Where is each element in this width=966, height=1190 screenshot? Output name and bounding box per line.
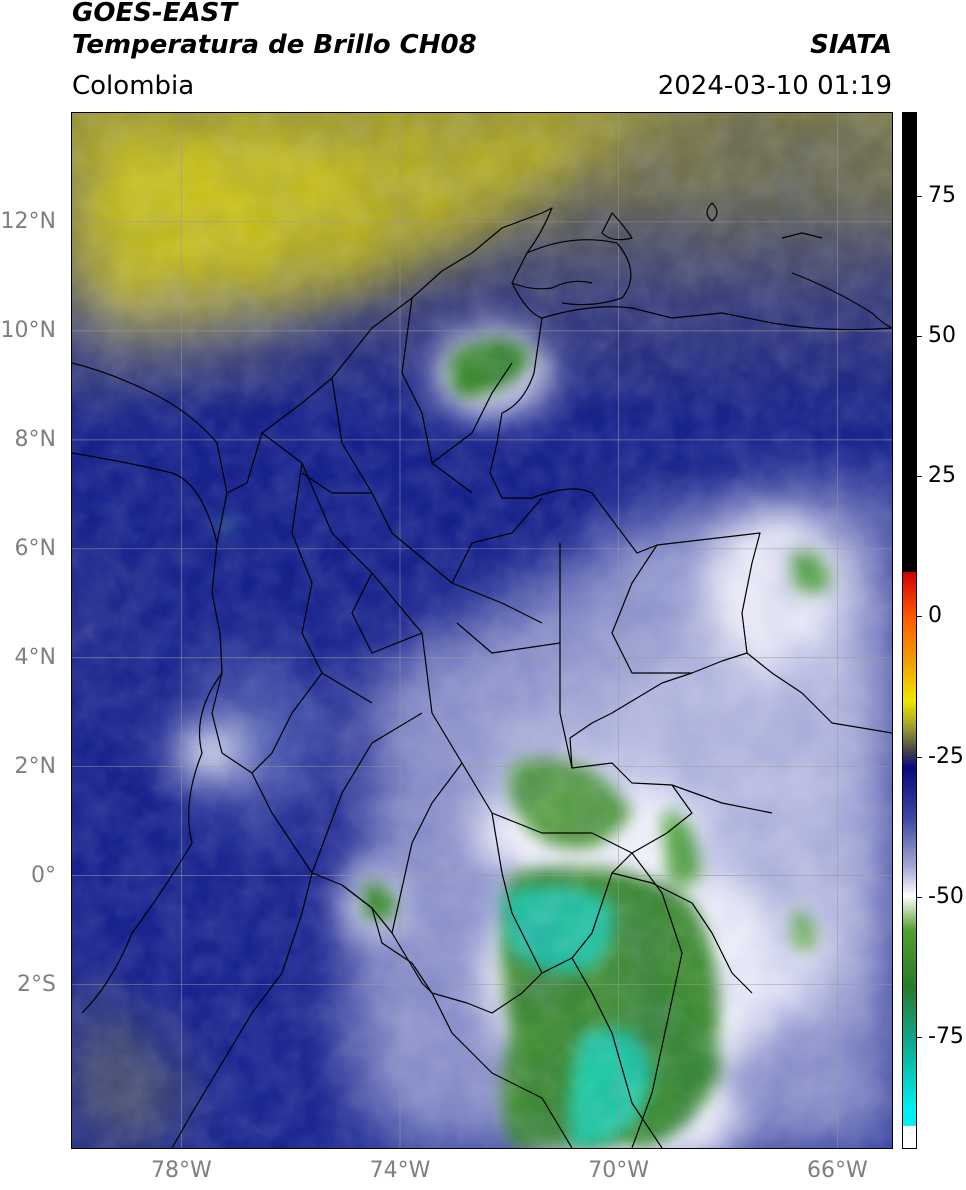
colorbar-tick-label: -25 (928, 743, 964, 769)
colorbar-tick-mark (917, 616, 922, 618)
lat-tick-label: 4°N (14, 644, 56, 670)
colorbar-tick-mark (917, 476, 922, 478)
brand-label: SIATA (810, 30, 892, 60)
colorbar-tick-label: 0 (928, 603, 942, 629)
region-label: Colombia (72, 71, 195, 101)
colorbar-tick-label: -75 (928, 1023, 964, 1049)
colorbar-tick-mark (917, 336, 922, 338)
lon-tick-label: 66°W (806, 1158, 868, 1183)
colorbar-tick-label: 50 (928, 323, 956, 349)
map-gridlines (72, 113, 892, 1148)
lat-tick-label: 2°S (17, 971, 56, 997)
colorbar-tick-label: -50 (928, 883, 964, 909)
lat-tick-label: 6°N (14, 535, 56, 561)
map-panel[interactable] (71, 112, 893, 1149)
lat-tick-label: 0° (31, 862, 56, 888)
colombia-border (211, 207, 761, 1014)
colorbar-tick-mark (917, 896, 922, 898)
moisture-texture (72, 113, 892, 1148)
lon-tick-label: 70°W (588, 1158, 650, 1183)
lat-tick-label: 12°N (0, 208, 56, 234)
lat-tick-label: 2°N (14, 753, 56, 779)
satellite-title: GOES-EAST (72, 0, 238, 28)
product-title: Temperatura de Brillo CH08 (72, 30, 477, 60)
satellite-map[interactable] (72, 113, 892, 1148)
lon-tick-label: 74°W (369, 1158, 431, 1183)
political-borders (72, 202, 892, 1148)
colorbar-tick-mark (917, 196, 922, 198)
lat-tick-label: 8°N (14, 426, 56, 452)
colorbar-tick-label: 75 (928, 183, 956, 209)
temperature-colorbar (902, 112, 917, 1149)
colorbar-tick-mark (917, 756, 922, 758)
lon-tick-label: 78°W (150, 1158, 212, 1183)
lat-tick-label: 10°N (0, 317, 56, 343)
colorbar-tick-mark (917, 1036, 922, 1038)
timestamp-label: 2024-03-10 01:19 (657, 71, 892, 101)
colorbar-tick-label: 25 (928, 463, 956, 489)
